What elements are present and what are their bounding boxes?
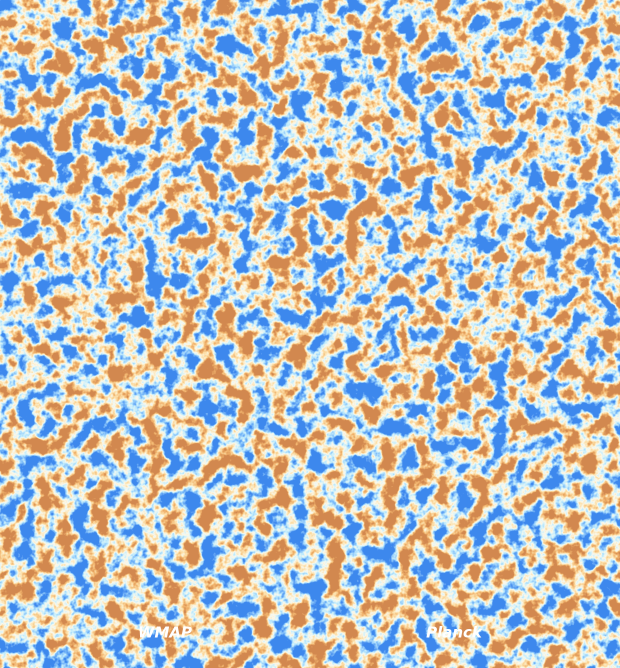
sky-map [28,49,592,329]
zoom-box [427,129,469,171]
planck-panel [321,345,588,611]
wmap-panel [32,345,299,611]
title: The Cosmic Microwave Background as seen … [35,13,585,31]
panel-label: WMAP [138,624,192,642]
divider-line [117,90,506,294]
panel-label: Planck [426,624,483,642]
